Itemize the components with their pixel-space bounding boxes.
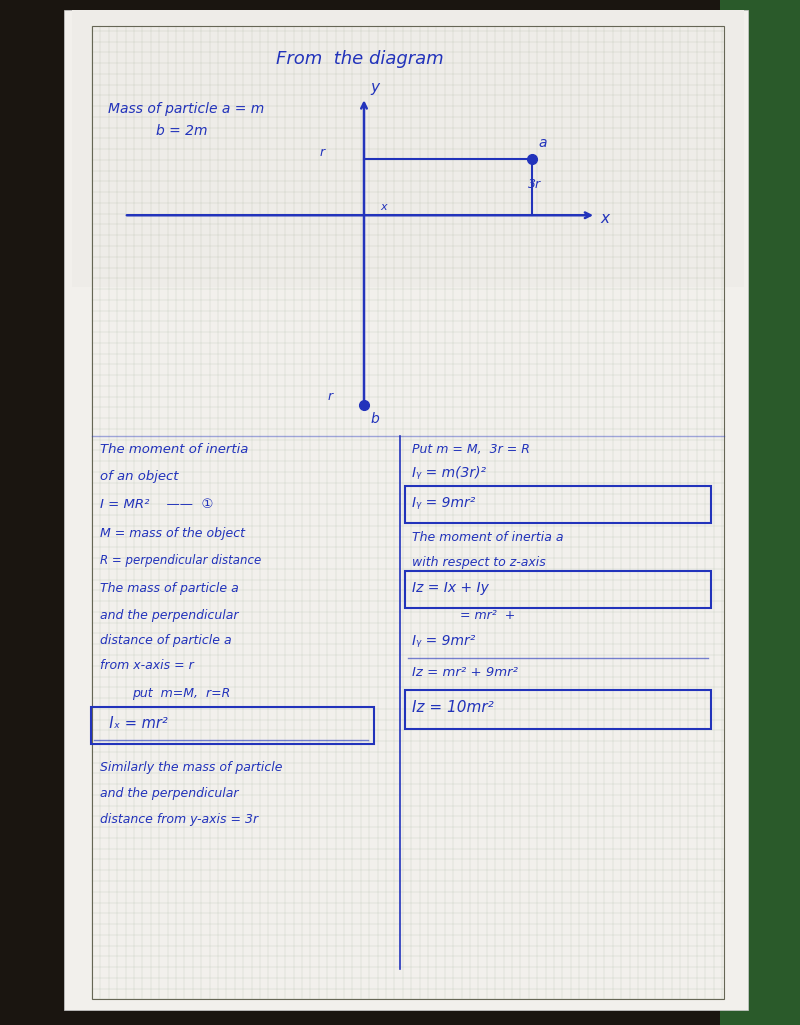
Text: distance of particle a: distance of particle a <box>100 633 232 647</box>
Text: x: x <box>600 211 609 227</box>
Text: put  m=M,  r=R: put m=M, r=R <box>132 687 230 700</box>
Text: M = mass of the object: M = mass of the object <box>100 527 245 540</box>
Text: Mass of particle a = m: Mass of particle a = m <box>108 101 264 116</box>
Text: Iz = 10mr²: Iz = 10mr² <box>412 700 494 715</box>
Text: = mr²  +: = mr² + <box>460 609 515 622</box>
Text: The moment of inertia a: The moment of inertia a <box>412 531 563 544</box>
Bar <box>720 0 800 1025</box>
Bar <box>64 10 748 1010</box>
Text: Iₓ = mr²: Iₓ = mr² <box>100 715 168 731</box>
Text: distance from y-axis = 3r: distance from y-axis = 3r <box>100 813 258 826</box>
Text: I = MR²    ——  ①: I = MR² —— ① <box>100 498 214 511</box>
Text: y: y <box>370 80 379 95</box>
Text: r: r <box>328 390 333 403</box>
Text: Put m = M,  3r = R: Put m = M, 3r = R <box>412 443 530 456</box>
Text: Iz = mr² + 9mr²: Iz = mr² + 9mr² <box>412 666 518 680</box>
Text: b: b <box>370 412 379 426</box>
Text: r: r <box>320 146 325 159</box>
Text: and the perpendicular: and the perpendicular <box>100 787 238 801</box>
Text: 3r: 3r <box>528 177 541 191</box>
Text: The moment of inertia: The moment of inertia <box>100 443 248 456</box>
Text: Similarly the mass of particle: Similarly the mass of particle <box>100 761 282 774</box>
Text: R = perpendicular distance: R = perpendicular distance <box>100 554 262 567</box>
Text: From  the diagram: From the diagram <box>276 49 444 68</box>
Bar <box>92 26 724 999</box>
Text: Iᵧ = 9mr²: Iᵧ = 9mr² <box>412 496 475 510</box>
Text: and the perpendicular: and the perpendicular <box>100 609 238 622</box>
Bar <box>0 0 96 1025</box>
Text: Iz = Ix + Iy: Iz = Ix + Iy <box>412 581 489 596</box>
Text: The mass of particle a: The mass of particle a <box>100 582 238 596</box>
Text: a: a <box>538 135 547 150</box>
Text: from x-axis = r: from x-axis = r <box>100 659 194 672</box>
Text: of an object: of an object <box>100 469 178 483</box>
Bar <box>72 10 744 287</box>
Text: b = 2m: b = 2m <box>156 124 207 138</box>
Text: Iᵧ = 9mr²: Iᵧ = 9mr² <box>412 633 475 648</box>
Text: Iᵧ = m(3r)²: Iᵧ = m(3r)² <box>412 465 486 480</box>
Text: with respect to z-axis: with respect to z-axis <box>412 556 546 569</box>
Text: x: x <box>380 202 386 212</box>
